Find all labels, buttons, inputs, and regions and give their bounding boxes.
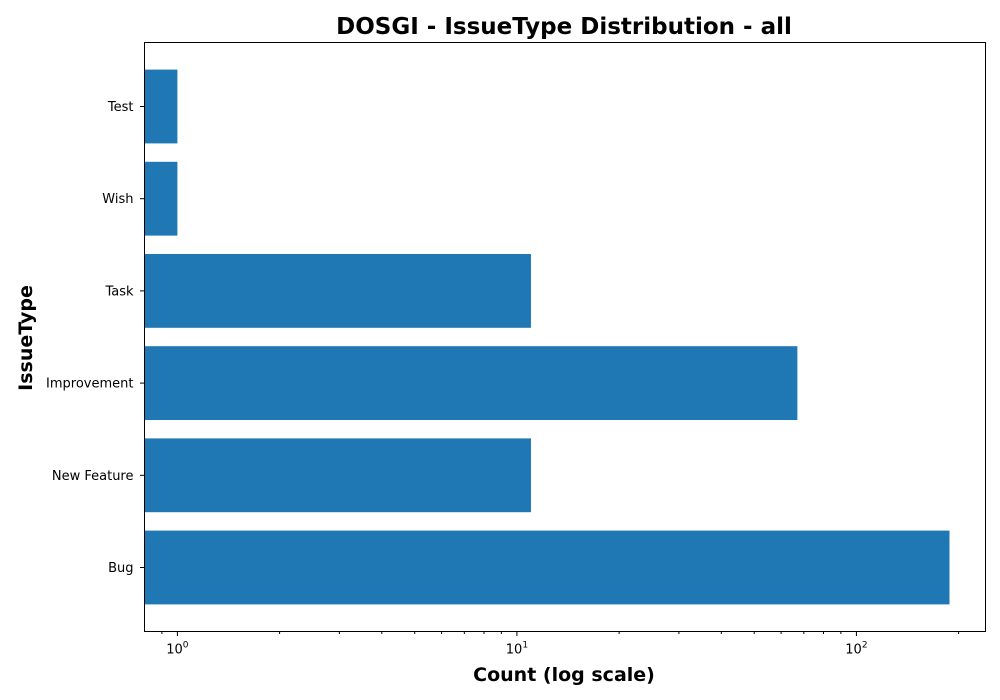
bar-new-feature	[144, 438, 531, 513]
y-tick-label: Task	[104, 284, 134, 299]
bar-task	[144, 254, 531, 328]
bar-improvement	[144, 346, 798, 420]
chart-title: DOSGI - IssueType Distribution - all	[336, 14, 792, 40]
y-tick-label: Bug	[108, 561, 133, 576]
y-tick-label: Wish	[102, 192, 133, 207]
x-tick-label: 101	[506, 641, 528, 658]
y-tick-label: New Feature	[52, 469, 134, 484]
x-tick-label: 100	[166, 641, 189, 658]
y-axis-ticks: Bug New Feature Improvement Task Wish Test	[46, 100, 145, 576]
x-axis-ticks: 100 101 102	[161, 631, 960, 658]
x-axis-label: Count (log scale)	[473, 664, 655, 686]
y-axis-label: IssueType	[15, 285, 37, 391]
x-tick-label: 102	[845, 641, 867, 658]
bar-wish	[144, 161, 178, 236]
bar-group	[144, 69, 950, 605]
bar-bug	[144, 530, 950, 605]
y-tick-label: Improvement	[46, 377, 133, 392]
bar-test	[144, 69, 178, 144]
y-tick-label: Test	[107, 100, 134, 115]
plot-frame	[144, 42, 986, 632]
